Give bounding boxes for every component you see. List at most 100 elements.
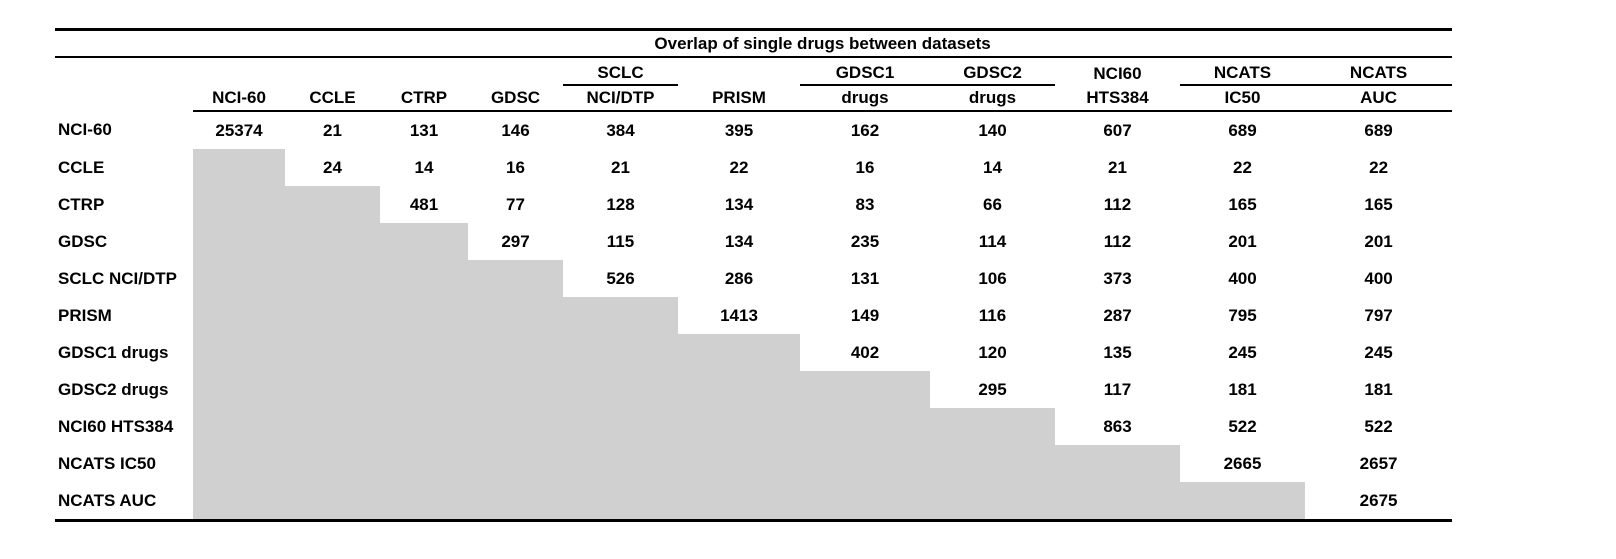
shaded-cell: [193, 371, 285, 408]
group-header: NCATS: [1180, 57, 1305, 86]
shaded-cell: [285, 408, 380, 445]
shaded-cell: [380, 260, 468, 297]
value-cell: 2657: [1359, 453, 1398, 473]
column-header: NCI/DTP: [563, 85, 678, 112]
shaded-cell: [678, 482, 800, 522]
group-header: [285, 57, 380, 85]
shaded-cell: [380, 371, 468, 408]
group-header: GDSC1: [800, 57, 930, 86]
value-cell: 181: [1228, 379, 1257, 399]
value-cell: 14: [414, 157, 434, 177]
column-header: PRISM: [678, 85, 800, 112]
shaded-cell: [468, 445, 563, 482]
shaded-cell: [285, 445, 380, 482]
value-cell: 245: [1228, 342, 1257, 362]
shaded-cell: [193, 297, 285, 334]
value-cell: 116: [978, 305, 1007, 325]
shaded-cell: [678, 408, 800, 445]
value-cell: 112: [1103, 194, 1132, 214]
column-header-spacer: [55, 85, 193, 111]
column-header-row: NCI-60 CCLE CTRP GDSC NCI/DTP PRISM drugs drugs…: [55, 85, 1453, 112]
row-label: NCI-60: [58, 120, 112, 139]
value-cell: 181: [1364, 379, 1393, 399]
value-cell: 134: [724, 194, 754, 214]
shaded-cell: [193, 408, 285, 445]
shaded-cell: [930, 482, 1055, 522]
row-label: GDSC1 drugs: [58, 342, 169, 362]
value-cell: 16: [506, 157, 525, 177]
row-label: NCATS AUC: [55, 482, 193, 522]
row-label: CCLE: [58, 157, 105, 177]
shaded-cell: [193, 223, 285, 260]
value-cell: 526: [606, 268, 635, 288]
value-cell: 117: [1103, 379, 1132, 399]
table-row: GDSC 297 115 134 235 114 112 201 201: [55, 223, 1452, 260]
value-cell: 114: [978, 231, 1007, 251]
value-cell: 384: [606, 120, 635, 140]
shaded-cell: [468, 260, 563, 297]
value-cell: 400: [1228, 268, 1257, 288]
shaded-cell: [285, 482, 380, 522]
shaded-cell: [193, 482, 285, 522]
value-cell: 402: [850, 342, 880, 362]
value-cell: 149: [850, 305, 880, 325]
group-header-row: SCLC GDSC1 GDSC2 NCI60 NCATS NCATS: [55, 57, 1453, 86]
shaded-cell: [380, 297, 468, 334]
group-header: [678, 57, 800, 85]
shaded-cell: [193, 260, 285, 297]
shaded-cell: [193, 186, 285, 223]
shaded-cell: [930, 408, 1055, 445]
value-cell: 245: [1364, 342, 1393, 362]
shaded-cell: [563, 297, 678, 334]
overlap-table: Overlap of single drugs between datasets…: [55, 28, 1453, 522]
group-header: NCATS: [1305, 57, 1453, 86]
table-row: NCI60 HTS384 863 522 522: [55, 408, 1452, 445]
value-cell: 607: [1103, 120, 1132, 140]
value-cell: 400: [1364, 268, 1393, 288]
column-header: GDSC: [468, 85, 563, 112]
shaded-cell: [380, 223, 468, 260]
shaded-cell: [193, 149, 285, 186]
value-cell: 120: [978, 342, 1007, 362]
group-header: [380, 57, 468, 85]
shaded-cell: [380, 408, 468, 445]
shaded-cell: [563, 371, 678, 408]
shaded-cell: [285, 260, 380, 297]
value-cell: 16: [855, 157, 875, 177]
shaded-cell: [468, 482, 563, 522]
value-cell: 201: [1364, 231, 1393, 251]
row-label: NCATS IC50: [58, 453, 156, 473]
value-cell: 146: [501, 120, 530, 140]
shaded-cell: [678, 334, 800, 371]
value-cell: 481: [409, 194, 439, 214]
row-label: NCI60 HTS384: [58, 416, 174, 436]
value-cell: 77: [506, 194, 525, 214]
value-cell: 522: [1364, 416, 1393, 436]
row-label: SCLC NCI/DTP: [58, 268, 177, 288]
column-header: AUC: [1305, 85, 1453, 112]
shaded-cell: [285, 186, 380, 223]
title-row-spacer: [55, 28, 193, 58]
value-cell: 689: [1228, 120, 1257, 140]
shaded-cell: [800, 371, 930, 408]
value-cell: 165: [1364, 194, 1393, 214]
shaded-cell: [563, 482, 678, 522]
group-header: GDSC2: [930, 57, 1055, 86]
shaded-cell: [468, 334, 563, 371]
row-label: GDSC2 drugs: [58, 379, 169, 399]
shaded-cell: [1180, 482, 1305, 522]
shaded-cell: [563, 334, 678, 371]
column-header: CCLE: [285, 85, 380, 112]
value-cell: 373: [1103, 268, 1132, 288]
value-cell: 2665: [1223, 453, 1262, 473]
value-cell: 165: [1228, 194, 1257, 214]
value-cell: 106: [978, 268, 1007, 288]
value-cell: 522: [1228, 416, 1257, 436]
shaded-cell: [285, 297, 380, 334]
column-header: drugs: [930, 85, 1055, 112]
shaded-cell: [800, 445, 930, 482]
value-cell: 297: [501, 231, 530, 251]
value-cell: 22: [1369, 157, 1389, 177]
value-cell: 131: [850, 268, 880, 288]
group-header: [193, 57, 285, 85]
